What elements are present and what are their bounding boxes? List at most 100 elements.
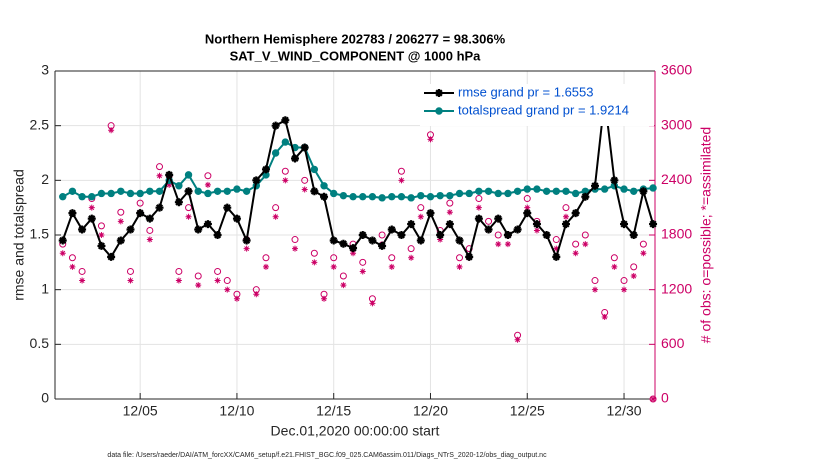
marker [175, 267, 183, 275]
marker [484, 187, 493, 195]
marker [291, 154, 299, 163]
marker [369, 300, 376, 307]
marker [600, 185, 609, 193]
marker [184, 187, 193, 196]
marker [252, 286, 260, 294]
marker [533, 227, 540, 234]
marker [426, 193, 435, 201]
marker [175, 182, 183, 190]
marker [213, 231, 222, 239]
marker [107, 122, 115, 130]
y-tick-label: 0 [41, 390, 49, 406]
legend-label: totalspread grand pr = 1.9214 [458, 102, 629, 117]
marker [610, 254, 618, 262]
y-tick-label: 3 [41, 62, 49, 78]
x-tick-label: 12/25 [510, 403, 545, 419]
marker [320, 290, 328, 298]
marker [407, 245, 415, 253]
marker [611, 263, 618, 270]
marker [407, 194, 415, 202]
y2-tick-label: 2400 [661, 171, 692, 187]
marker [562, 213, 569, 220]
marker [542, 231, 551, 239]
marker [426, 209, 435, 218]
marker [194, 225, 203, 234]
marker [378, 241, 387, 250]
marker [455, 189, 464, 198]
marker [291, 236, 299, 244]
marker [581, 231, 589, 239]
marker [446, 191, 454, 200]
marker [407, 220, 416, 229]
marker [620, 277, 628, 285]
marker [155, 203, 164, 212]
marker [629, 231, 638, 239]
marker [243, 245, 250, 252]
legend-marker [435, 89, 443, 97]
marker [282, 177, 289, 184]
marker [262, 263, 269, 270]
marker [321, 295, 328, 302]
marker [136, 199, 144, 207]
y-axis-label: rmse and totalspread [11, 169, 27, 301]
marker [649, 395, 657, 403]
legend-label: rmse grand pr = 1.6553 [458, 84, 594, 99]
marker [156, 172, 163, 179]
marker [387, 225, 396, 234]
marker [494, 231, 502, 239]
series-line [61, 98, 655, 260]
marker [194, 272, 202, 280]
marker [582, 241, 589, 248]
marker [475, 187, 483, 195]
marker [465, 252, 474, 261]
marker [78, 193, 86, 201]
marker [127, 277, 134, 284]
marker [146, 236, 153, 243]
marker [340, 282, 347, 289]
marker [601, 308, 609, 316]
marker [272, 204, 280, 212]
marker [378, 194, 386, 202]
x-tick-label: 12/15 [316, 403, 351, 419]
marker [97, 222, 105, 230]
marker [446, 199, 454, 207]
marker [359, 193, 367, 201]
y2-tick-label: 3600 [661, 62, 692, 78]
marker [136, 189, 144, 198]
marker [610, 176, 619, 185]
marker [232, 214, 241, 223]
footnote: data file: /Users/raeder/DAI/ATM_forcXX/… [107, 452, 547, 459]
marker [455, 236, 464, 245]
marker [59, 250, 66, 257]
marker [204, 189, 212, 198]
marker [310, 249, 318, 257]
marker [532, 220, 541, 229]
marker [79, 277, 86, 284]
marker [388, 193, 396, 201]
marker [252, 176, 261, 185]
legend-box [420, 84, 654, 126]
marker [436, 231, 445, 239]
marker [349, 244, 358, 253]
marker [456, 263, 463, 270]
marker [581, 192, 590, 201]
marker [339, 191, 348, 200]
marker [571, 189, 580, 198]
y-tick-label: 1.5 [30, 226, 50, 242]
marker [174, 198, 183, 207]
marker [533, 185, 541, 193]
marker [292, 245, 298, 252]
marker [436, 191, 444, 200]
marker [591, 181, 599, 190]
marker [523, 185, 531, 193]
marker [126, 225, 135, 234]
marker [117, 187, 125, 195]
marker [514, 336, 521, 343]
marker [329, 236, 338, 245]
marker [649, 220, 658, 229]
marker [350, 250, 357, 257]
marker [630, 263, 638, 271]
marker [621, 286, 628, 293]
marker [272, 213, 279, 220]
marker [78, 267, 86, 275]
